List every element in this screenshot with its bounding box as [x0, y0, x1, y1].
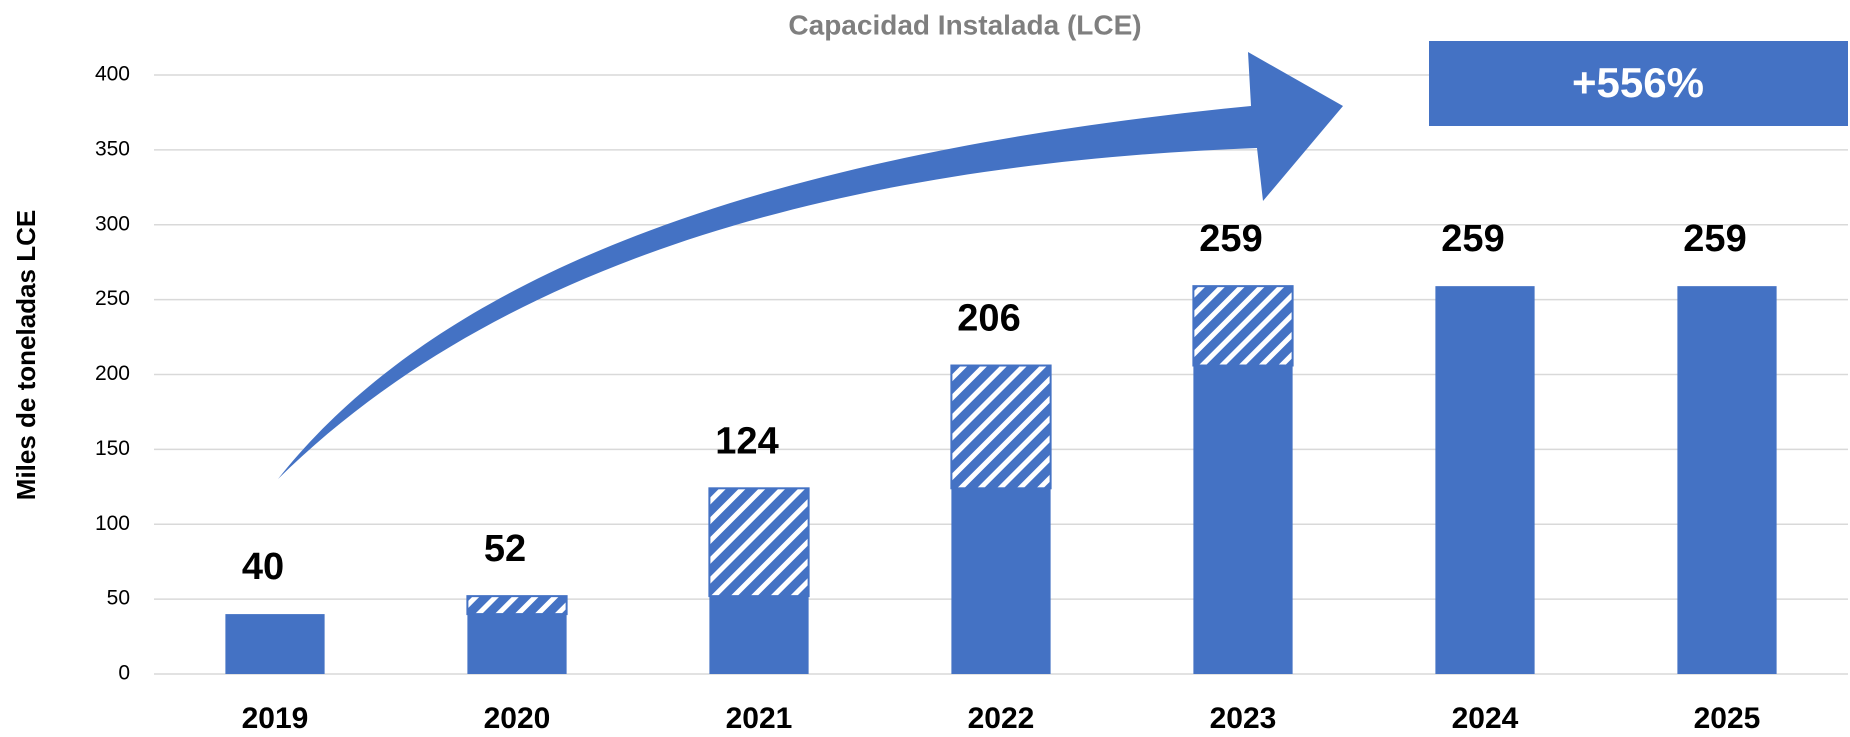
bar-segment: [466, 595, 568, 616]
chart-title: Capacidad Instalada (LCE): [788, 9, 1141, 40]
bar-segment: [950, 364, 1052, 490]
y-tick-label: 300: [95, 212, 130, 235]
growth-arrow: [278, 52, 1343, 479]
bar-segment: [708, 487, 810, 598]
x-tick-label: 2024: [1452, 702, 1519, 735]
bar-segment: [1435, 286, 1535, 674]
annotation-box: [1429, 41, 1848, 126]
x-tick-label: 2020: [484, 702, 551, 735]
annotation: +556%: [1572, 59, 1704, 106]
y-tick-label: 250: [95, 287, 130, 310]
data-label: 259: [1199, 218, 1262, 260]
y-tick-label: 100: [95, 512, 130, 535]
bar-segment: [709, 596, 809, 674]
y-tick-label: 0: [118, 662, 130, 685]
y-tick-label: 200: [95, 362, 130, 385]
bar-segment: [1193, 365, 1293, 674]
y-tick-label: 400: [95, 63, 130, 86]
y-tick-label: 350: [95, 137, 130, 160]
x-tick-label: 2021: [726, 702, 793, 735]
data-label: 259: [1441, 218, 1504, 260]
bar-segment: [225, 614, 325, 674]
y-tick-label: 50: [107, 587, 130, 610]
data-label: 40: [242, 546, 284, 588]
y-axis-label: Miles de toneladas LCE: [11, 210, 41, 500]
data-label: 206: [957, 298, 1020, 340]
bar-segment: [951, 488, 1051, 674]
x-tick-label: 2019: [242, 702, 309, 735]
x-tick-label: 2025: [1694, 702, 1761, 735]
data-label: 52: [484, 528, 526, 570]
data-label: 124: [715, 420, 778, 462]
bar-segment: [467, 614, 567, 674]
bar-segment: [1677, 286, 1777, 674]
bar-segment: [1192, 285, 1294, 367]
x-tick-label: 2022: [968, 702, 1035, 735]
bars: 2019 40 2020 52 2021 124 2022 206 2023 259 2024 259…: [225, 218, 1777, 735]
grid: 0 50 100 150 200 250 300 350 400: [95, 63, 1848, 685]
data-label: 259: [1683, 218, 1746, 260]
x-tick-label: 2023: [1210, 702, 1277, 735]
y-tick-label: 150: [95, 437, 130, 460]
